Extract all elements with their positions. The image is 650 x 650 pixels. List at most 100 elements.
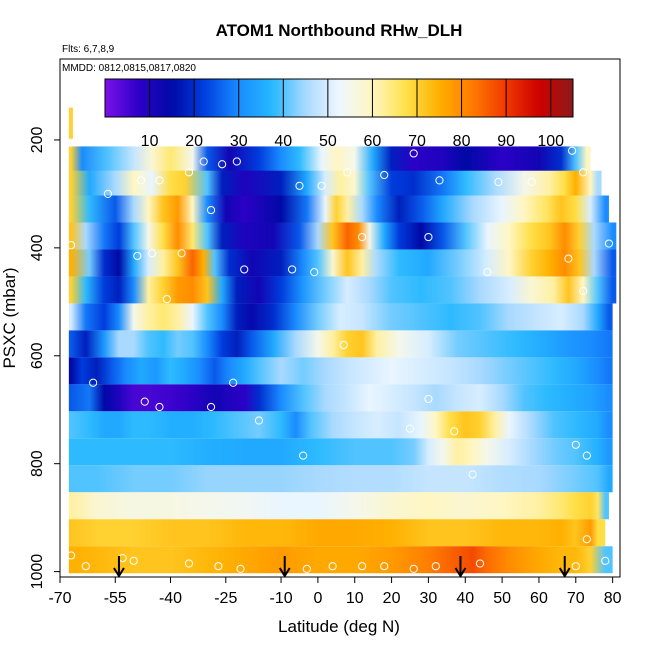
- sample-circle: [317, 181, 326, 190]
- sample-circle: [380, 562, 389, 571]
- heatmap-band: [68, 222, 617, 250]
- sample-circle: [564, 254, 573, 263]
- y-tick-label: 600: [29, 342, 46, 369]
- sample-circle: [435, 176, 444, 185]
- flights-label: Flts: 6,7,8,9: [62, 44, 115, 55]
- sample-circle: [236, 564, 245, 574]
- sample-circle: [424, 394, 433, 404]
- sample-circle: [218, 160, 227, 169]
- y-axis: 200 400 600 800 1000: [29, 126, 60, 589]
- colorbar-tick-label: 80: [453, 133, 471, 150]
- sample-circle: [328, 562, 337, 571]
- colorbar-gradient: [104, 78, 574, 118]
- x-tick-label: -40: [159, 590, 182, 607]
- sample-circle: [431, 562, 440, 571]
- sample-circle: [568, 146, 577, 155]
- flight-arrow: [454, 556, 467, 578]
- flight-arrow: [558, 556, 571, 578]
- sample-circle: [229, 378, 238, 387]
- y-tick-label: 800: [29, 450, 46, 477]
- sample-circle: [475, 559, 485, 568]
- colorbar-tick-label: 70: [408, 133, 426, 150]
- dates-label: MMDD: 0812,0815,0817,0820: [62, 63, 196, 74]
- x-axis: -70 -55 -40 -25 -10 0 10 20 30 40 50 60 70 80: [48, 577, 622, 607]
- sample-circle: [571, 562, 580, 571]
- sample-circle: [302, 564, 311, 574]
- sample-circle: [358, 562, 367, 571]
- y-tick-label: 1000: [29, 554, 46, 590]
- sample-circle: [81, 562, 90, 571]
- x-tick-label: 60: [530, 590, 548, 607]
- colorbar-tick-label: 20: [185, 133, 203, 150]
- y-axis-label: PSXC (mbar): [0, 267, 19, 368]
- heatmap-band: [68, 330, 613, 358]
- sample-circle: [409, 564, 418, 574]
- sample-circle: [155, 176, 164, 185]
- sample-circle: [89, 378, 98, 387]
- x-tick-label: -70: [48, 590, 71, 607]
- sample-circle: [136, 176, 146, 185]
- sample-circle: [483, 268, 492, 277]
- heatmap-band: [68, 546, 613, 574]
- sample-circle: [579, 168, 588, 177]
- sample-circle: [310, 268, 319, 277]
- sample-circle: [601, 556, 610, 565]
- heatmap-band: [68, 303, 613, 331]
- sample-circle: [162, 295, 171, 304]
- sample-circle: [206, 205, 216, 215]
- x-tick-label: 20: [383, 590, 401, 607]
- sample-circle: [405, 424, 415, 433]
- sample-circle: [380, 170, 389, 180]
- colorbar-tick-label: 10: [141, 133, 159, 150]
- sample-circle: [206, 402, 216, 412]
- colorbar-tick-label: 30: [230, 133, 248, 150]
- heatmap-band: [68, 357, 613, 385]
- sample-circle: [133, 251, 142, 261]
- sample-circle: [579, 286, 588, 296]
- heatmap-band: [68, 146, 591, 174]
- sample-circles: [66, 138, 614, 574]
- sample-circle: [582, 535, 591, 544]
- sample-circle: [343, 168, 352, 177]
- sample-circle: [148, 249, 157, 258]
- flight-arrow: [278, 556, 291, 578]
- sample-circle: [254, 416, 264, 425]
- heatmap-band: [68, 249, 617, 277]
- sample-circle: [240, 265, 249, 274]
- sample-circle: [339, 340, 348, 350]
- x-tick-label: 80: [604, 590, 622, 607]
- heatmap-band: [68, 519, 606, 547]
- chart-title: ATOM1 Northbound RHw_DLH: [216, 21, 463, 40]
- heatmap-band: [68, 492, 609, 520]
- sample-circle: [214, 562, 223, 571]
- sample-circle: [494, 177, 503, 187]
- colorbar-tick-label: 90: [497, 133, 515, 150]
- heatmap-band: [68, 411, 613, 439]
- sample-circle: [288, 265, 297, 274]
- x-tick-label: 0: [313, 590, 322, 607]
- y-tick-label: 200: [29, 126, 46, 153]
- colorbar: 10 20 30 40 50 60 70 80 90 100: [104, 78, 574, 150]
- sample-circle: [295, 181, 304, 190]
- flight-arrow: [113, 556, 125, 578]
- sample-circle: [468, 470, 477, 479]
- sample-circle: [604, 239, 614, 248]
- x-tick-label: -10: [269, 590, 292, 607]
- sample-circle: [199, 157, 208, 166]
- sample-circle: [140, 397, 149, 406]
- sample-circle: [299, 451, 308, 460]
- heatmap-band: [68, 195, 609, 223]
- heatmap-band: [68, 107, 73, 140]
- sample-circle: [582, 451, 591, 460]
- sample-circle: [103, 189, 112, 198]
- x-tick-label: -25: [214, 590, 237, 607]
- colorbar-tick-label: 50: [319, 133, 337, 150]
- flight-arrows: [113, 556, 571, 578]
- sample-circle: [184, 559, 194, 568]
- colorbar-tick-label: 40: [274, 133, 292, 150]
- colorbar-tick-label: 100: [537, 133, 564, 150]
- x-tick-label: 70: [567, 590, 585, 607]
- sample-circle: [184, 168, 194, 177]
- sample-circle: [450, 427, 459, 436]
- heatmap-bands: [68, 107, 617, 574]
